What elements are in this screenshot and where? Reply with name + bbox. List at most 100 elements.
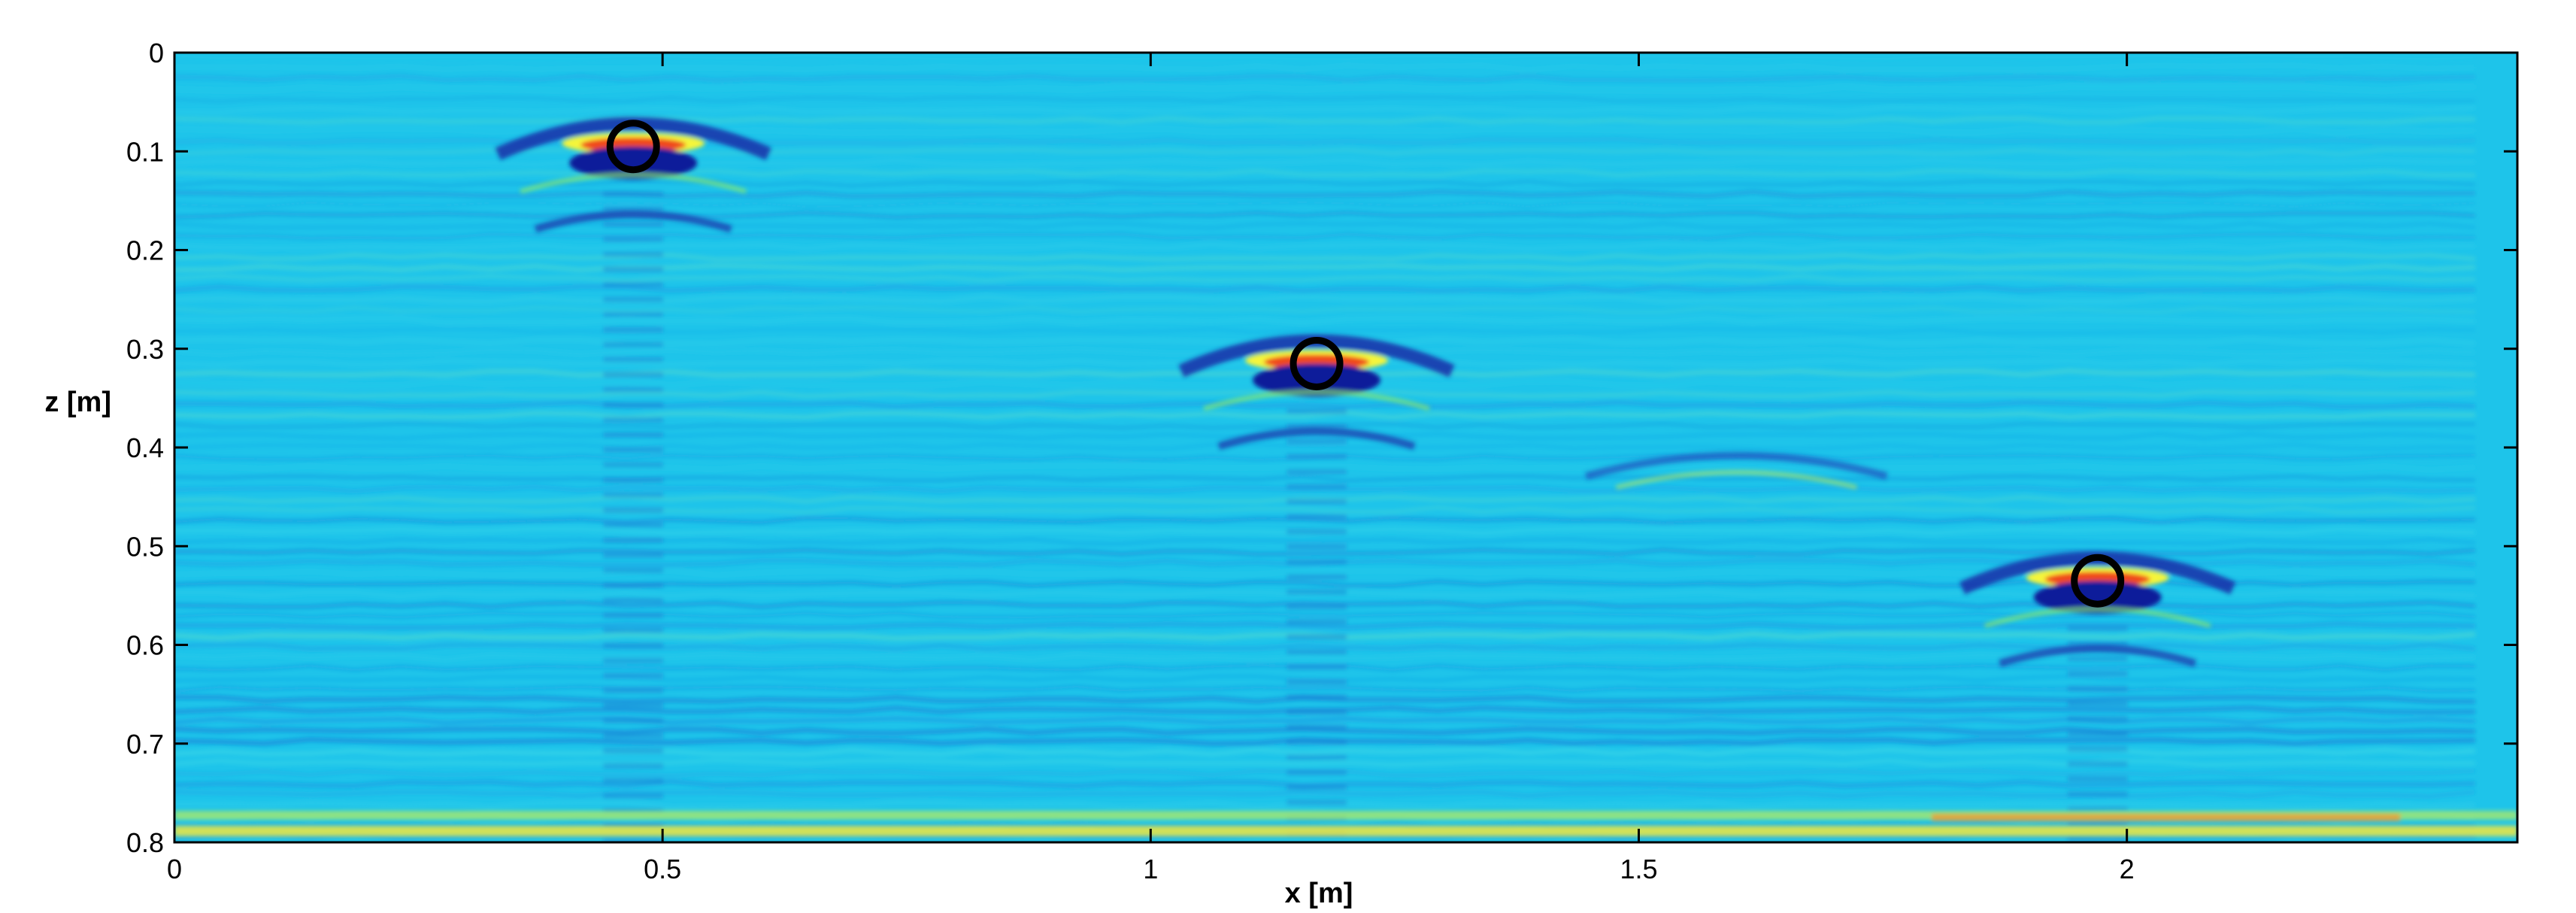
- target-streak: [2067, 671, 2128, 677]
- texture-stripe: [174, 73, 2476, 83]
- target-markers: [606, 120, 2125, 608]
- response-arc-green: [1984, 606, 2211, 629]
- target-streak: [603, 537, 664, 543]
- texture-stripe: [174, 432, 2476, 440]
- target-streak: [603, 356, 664, 362]
- texture-stripe: [174, 327, 2476, 335]
- texture-stripe: [174, 189, 2476, 199]
- plot-area: [174, 53, 2517, 842]
- target-streak: [603, 597, 664, 603]
- x-tick-label: 0: [167, 854, 182, 884]
- target-streak: [603, 492, 664, 498]
- response-arc-green: [520, 172, 747, 194]
- target-streak: [1286, 754, 1347, 760]
- target-streak: [603, 311, 664, 317]
- band-yellow: [174, 826, 2517, 836]
- response-arc-lower: [534, 210, 732, 233]
- texture-stripe: [174, 484, 2476, 494]
- target-streak: [1286, 559, 1347, 565]
- target-streak: [1286, 604, 1347, 610]
- target-streak: [603, 372, 664, 378]
- target-streak: [1286, 724, 1347, 730]
- y-tick-label: 0.3: [126, 334, 164, 365]
- texture-stripe: [174, 294, 2476, 304]
- target-streak: [603, 402, 664, 408]
- target-streak: [2067, 791, 2128, 797]
- target-streak: [1286, 469, 1347, 475]
- target-streak: [603, 266, 664, 272]
- target-streak: [1286, 649, 1347, 655]
- target-streak: [1286, 574, 1347, 580]
- texture-stripe: [174, 496, 2476, 504]
- secondary-arc-green: [1615, 470, 1858, 490]
- texture-stripe: [174, 443, 2476, 450]
- target-streak: [603, 733, 664, 739]
- target-streak: [603, 642, 664, 648]
- target-streak: [603, 657, 664, 663]
- y-tick-label: 0.6: [126, 630, 164, 661]
- texture-stripe: [174, 284, 2476, 293]
- response-dark: [1253, 363, 1381, 397]
- target-streak: [603, 763, 664, 769]
- target-streak: [1286, 544, 1347, 550]
- target-streak: [603, 522, 664, 528]
- target-streak: [603, 552, 664, 558]
- target-streak: [2067, 716, 2128, 722]
- target-streak: [2067, 656, 2128, 662]
- texture-stripe: [174, 168, 2476, 177]
- target-marker: [1290, 336, 1344, 390]
- texture-stripe: [174, 53, 2476, 61]
- target-streak: [603, 236, 664, 242]
- texture-stripe: [174, 621, 2476, 630]
- y-tick-label: 0: [149, 38, 164, 68]
- texture-stripe: [174, 538, 2476, 545]
- target-streak: [2067, 836, 2128, 842]
- secondary-arc: [1585, 451, 1888, 480]
- target-streak: [1286, 453, 1347, 460]
- target-streak: [603, 507, 664, 513]
- target-streak: [2067, 686, 2128, 692]
- x-tick-label: 1: [1143, 854, 1158, 884]
- target-streak: [1286, 484, 1347, 490]
- target-streak: [2067, 701, 2128, 707]
- texture-stripe: [174, 232, 2476, 241]
- target-streak: [603, 702, 664, 708]
- target-streak: [603, 387, 664, 393]
- texture-stripe: [174, 200, 2476, 208]
- response-dark: [569, 146, 698, 180]
- y-tick-label: 0.1: [126, 136, 164, 167]
- y-axis-label: z [m]: [44, 387, 111, 418]
- x-tick-label: 0.5: [644, 854, 681, 884]
- response-dark: [2033, 581, 2162, 614]
- response-arc-lower: [1217, 427, 1416, 450]
- target-streak: [603, 281, 664, 287]
- texture-stripe: [174, 400, 2476, 409]
- texture-stripe: [174, 211, 2476, 220]
- target-marker: [2071, 554, 2125, 608]
- target-streak: [2067, 761, 2128, 767]
- target-streak: [1286, 634, 1347, 640]
- target-streak: [603, 687, 664, 693]
- y-tick-label: 0.2: [126, 235, 164, 266]
- target-streak: [1286, 423, 1347, 429]
- target-streak: [2067, 821, 2128, 827]
- texture-stripe: [174, 475, 2476, 482]
- target-streak: [1286, 438, 1347, 444]
- target-streak: [603, 191, 664, 197]
- texture-stripe: [174, 306, 2476, 314]
- target-streak: [603, 417, 664, 423]
- target-streak: [1286, 408, 1347, 414]
- target-streak: [603, 582, 664, 588]
- target-streak: [603, 838, 664, 842]
- texture-stripe: [174, 547, 2476, 557]
- target-streak: [1286, 619, 1347, 625]
- bottom-reflection-band: [174, 811, 2517, 836]
- texture-stripe: [174, 274, 2476, 282]
- texture-stripe: [174, 158, 2476, 167]
- texture-stripe: [174, 126, 2476, 135]
- target-streak: [603, 477, 664, 483]
- x-axis-ticks: 0 0.5 1 1.5 2: [167, 53, 2135, 884]
- target-streak: [2067, 626, 2128, 632]
- target-streak: [603, 717, 664, 723]
- target-streak: [603, 627, 664, 633]
